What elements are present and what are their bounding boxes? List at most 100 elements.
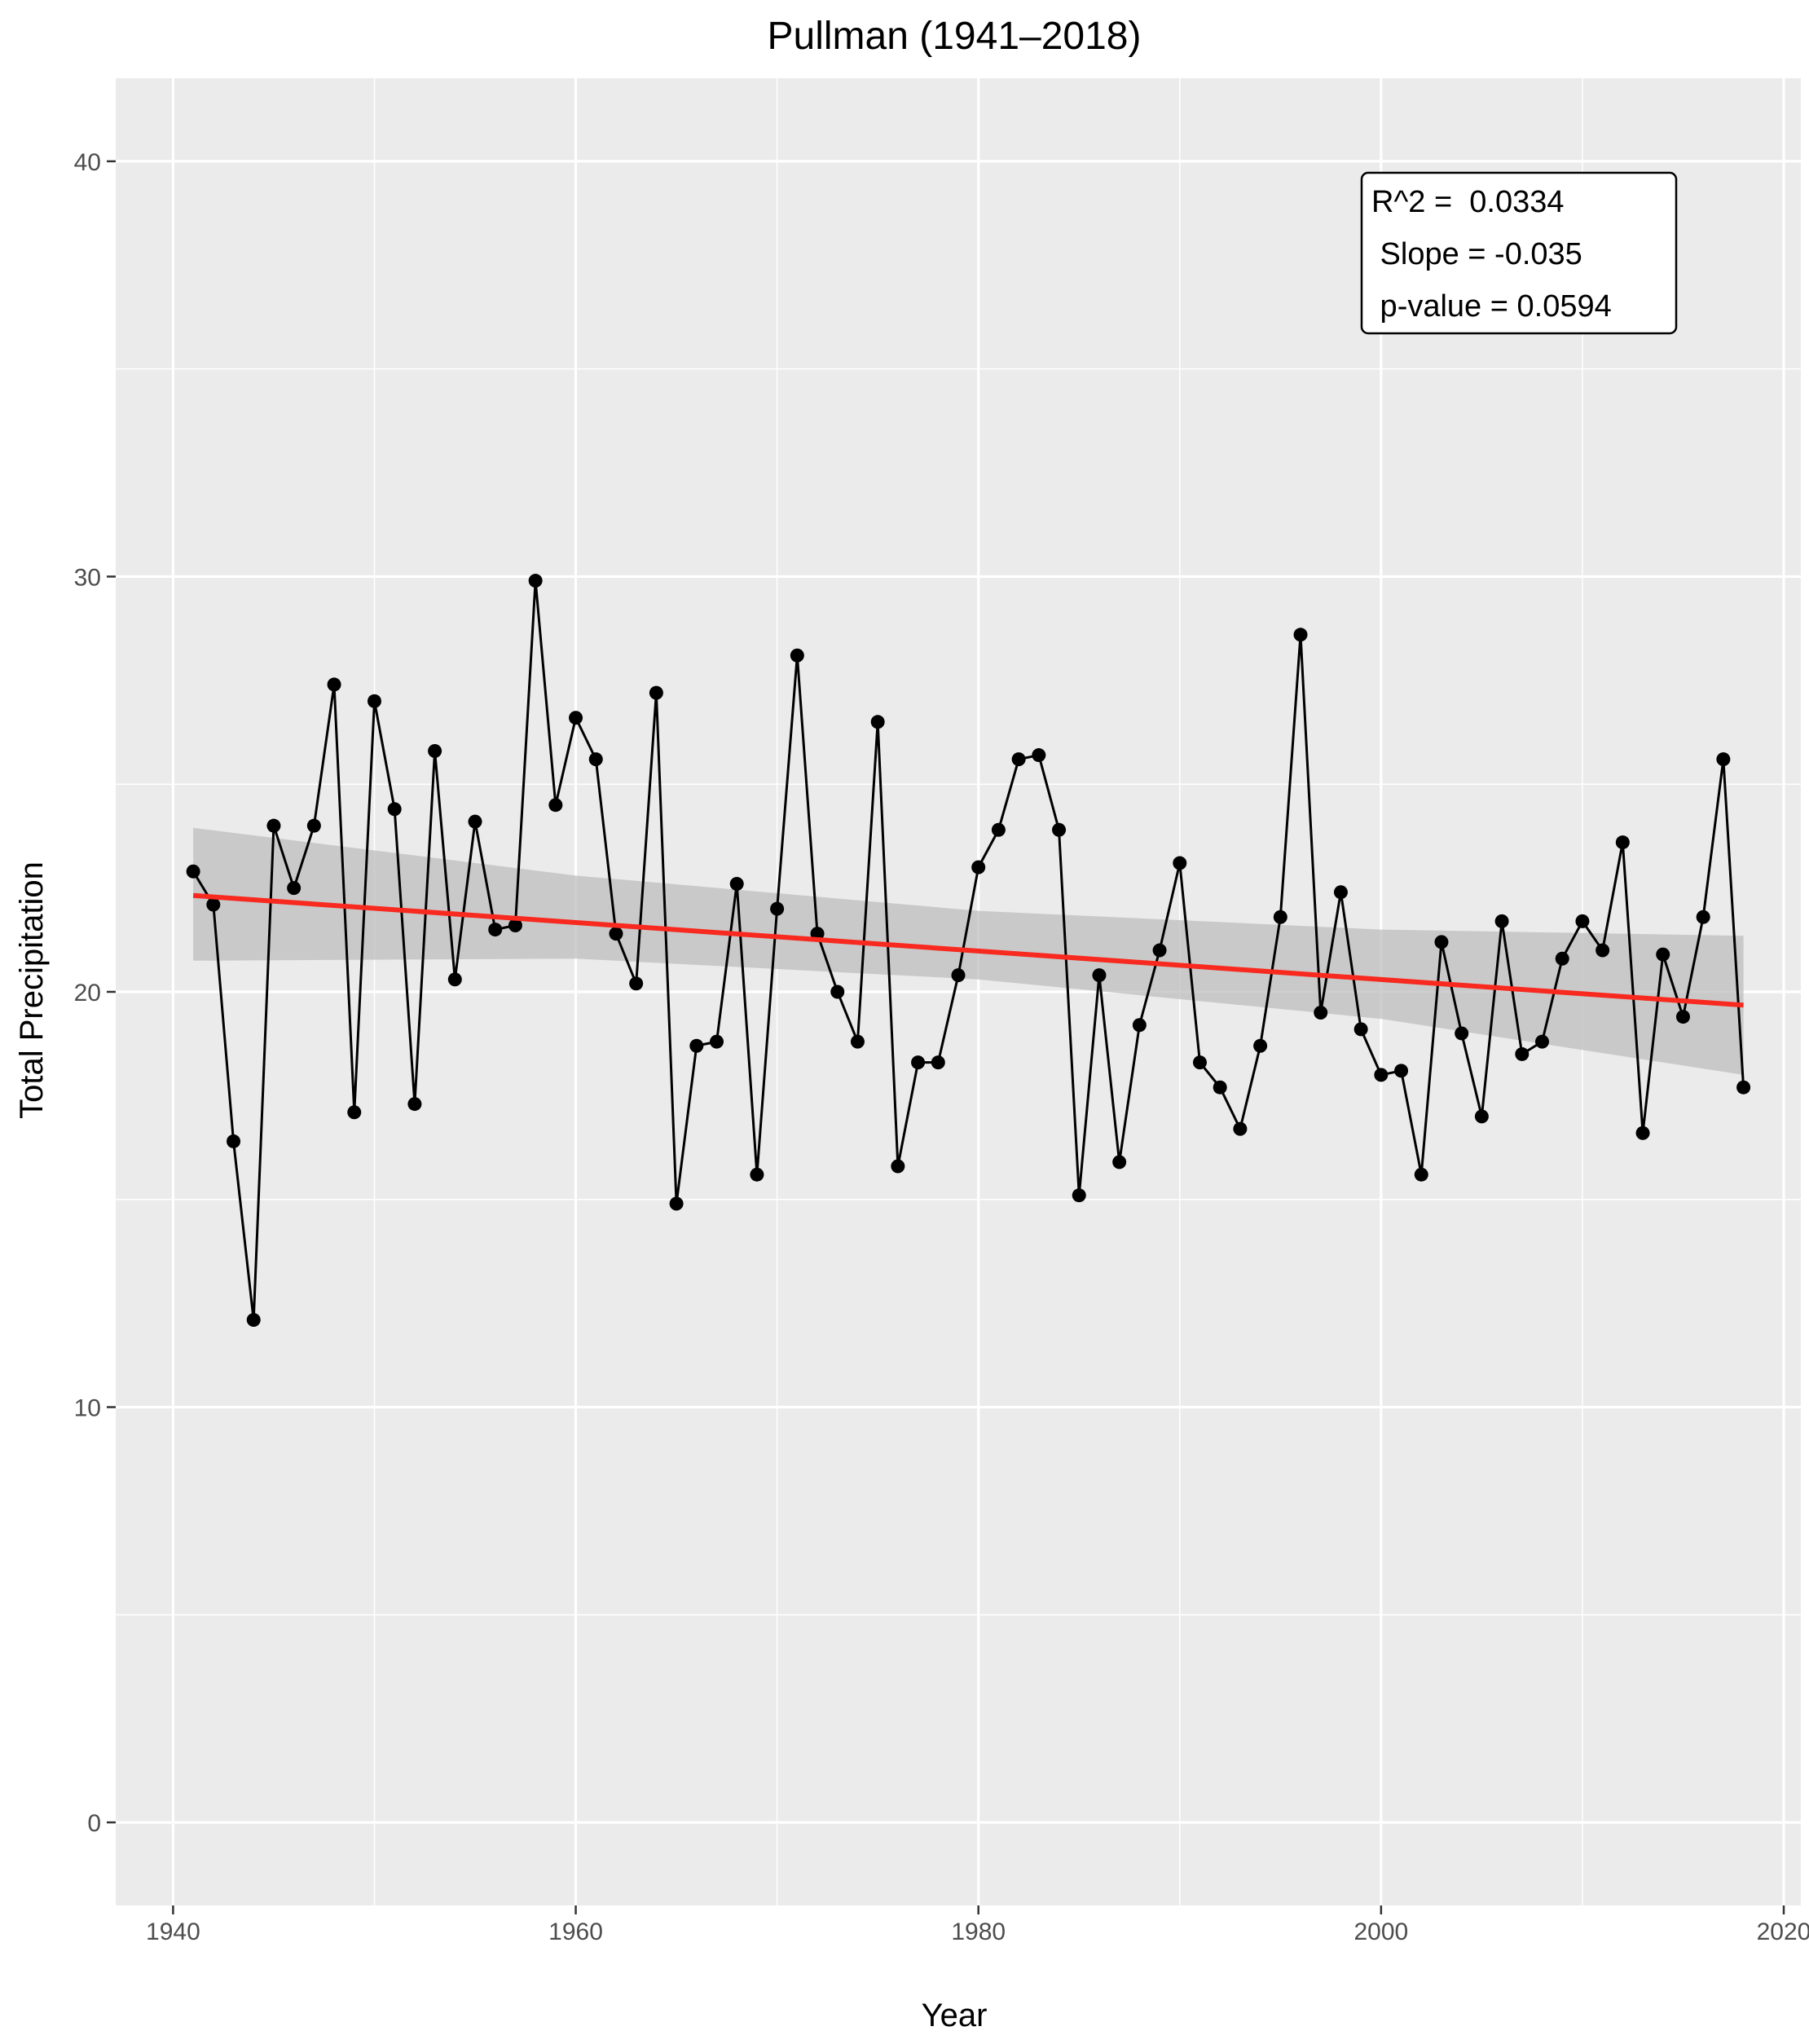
y-tick-label: 30 (74, 564, 101, 591)
data-point (1675, 1010, 1690, 1024)
data-point (689, 1038, 704, 1053)
data-point (609, 927, 623, 941)
data-point (891, 1159, 905, 1174)
data-point (1474, 1109, 1489, 1124)
x-axis-title: Year (922, 1998, 988, 2033)
data-point (327, 677, 341, 692)
data-point (1314, 1005, 1328, 1020)
data-point (1293, 628, 1308, 642)
data-point (266, 818, 281, 833)
data-point (1494, 914, 1509, 928)
stats-r-squared: R^2 = 0.0334 (1371, 185, 1565, 219)
stats-annotation-box (1360, 171, 1678, 335)
stats-slope: Slope = -0.035 (1371, 237, 1582, 271)
stats-annotation: R^2 = 0.0334 Slope = -0.035 p-value = 0.… (1360, 171, 1678, 335)
data-point (1052, 822, 1067, 837)
y-tick-label: 0 (87, 1810, 101, 1837)
data-point (1072, 1188, 1086, 1203)
data-point (1273, 910, 1287, 924)
data-point (588, 752, 603, 767)
data-point (830, 985, 845, 999)
data-point (1011, 752, 1026, 767)
chart-title: Pullman (1941–2018) (768, 15, 1142, 58)
data-point (387, 802, 402, 817)
data-point (770, 901, 785, 916)
trend-layer (192, 892, 1744, 1008)
data-point (951, 968, 966, 983)
data-point (1696, 910, 1710, 924)
data-point (1596, 943, 1610, 958)
data-point (1112, 1155, 1127, 1170)
data-point (1192, 1055, 1207, 1070)
x-tick-label: 1940 (146, 1918, 200, 1945)
data-point (287, 881, 302, 896)
data-point (1515, 1046, 1530, 1061)
data-point (1656, 947, 1670, 962)
data-point (1374, 1068, 1389, 1082)
data-point (468, 814, 482, 829)
data-point (729, 877, 744, 892)
data-point (227, 1134, 241, 1148)
data-point (1173, 856, 1187, 870)
x-tick-label: 1960 (548, 1918, 603, 1945)
data-point (629, 976, 644, 991)
stats-p-value: p-value = 0.0594 (1371, 289, 1612, 324)
data-point (1353, 1022, 1368, 1037)
data-point (1535, 1034, 1550, 1049)
data-point (1213, 1080, 1227, 1095)
data-point (1233, 1121, 1248, 1136)
data-point (750, 1167, 764, 1182)
data-point (569, 711, 583, 725)
data-point (428, 743, 442, 758)
series-layer (191, 579, 1745, 1322)
data-point (1635, 1126, 1650, 1140)
data-point (1092, 968, 1107, 983)
data-point (1455, 1026, 1469, 1041)
trend-line (192, 892, 1744, 1008)
x-tick-label: 1980 (951, 1918, 1006, 1945)
data-point (971, 860, 986, 874)
data-point (870, 715, 885, 729)
y-tick-label: 40 (74, 149, 101, 176)
data-point (1414, 1167, 1428, 1182)
data-point (347, 1105, 362, 1120)
data-point (1132, 1018, 1147, 1033)
data-point (1032, 748, 1046, 763)
data-point (488, 923, 503, 937)
y-tick-label: 10 (74, 1395, 101, 1422)
data-point (508, 918, 522, 932)
data-point (548, 798, 563, 813)
x-tick-label: 2000 (1353, 1918, 1408, 1945)
x-tick-label: 2020 (1757, 1918, 1809, 1945)
data-point (911, 1055, 926, 1070)
data-point (1333, 885, 1348, 900)
data-point (649, 685, 663, 700)
data-point (407, 1097, 422, 1112)
y-tick-label: 20 (74, 980, 101, 1007)
data-point (1615, 835, 1630, 850)
data-point (1434, 935, 1449, 949)
data-point (306, 818, 321, 833)
x-axis: 1940 1960 1980 2000 2020 (146, 1905, 1809, 1945)
points-layer (186, 574, 1751, 1328)
data-point (790, 648, 804, 663)
y-axis: 0 10 20 30 40 (74, 149, 116, 1837)
data-point (246, 1313, 261, 1328)
data-point (669, 1196, 684, 1211)
data-point (367, 694, 381, 708)
data-point (931, 1055, 945, 1070)
data-point (1394, 1064, 1409, 1078)
data-point (1253, 1038, 1268, 1053)
data-point (1716, 752, 1731, 767)
data-point (1736, 1080, 1751, 1095)
y-axis-title: Total Precipitation (14, 861, 50, 1119)
data-point (206, 897, 221, 912)
data-point (710, 1034, 724, 1049)
data-point (850, 1034, 865, 1049)
data-point (528, 574, 543, 588)
data-point (1575, 914, 1590, 928)
data-point (447, 972, 462, 987)
data-point (1555, 951, 1569, 966)
data-point (1152, 943, 1167, 958)
